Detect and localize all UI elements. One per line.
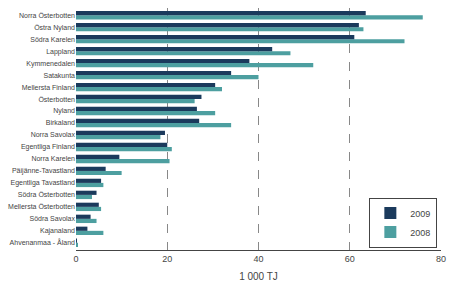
svg-text:40: 40 [253,254,263,264]
svg-text:Kajanaland: Kajanaland [40,227,75,235]
svg-text:1 000 TJ: 1 000 TJ [239,271,278,282]
svg-text:Ahvenanmaa - Åland: Ahvenanmaa - Åland [10,238,75,246]
svg-text:Norra Karelen: Norra Karelen [31,155,75,162]
svg-text:0: 0 [73,254,78,264]
svg-text:Nyland: Nyland [53,107,75,115]
svg-text:2009: 2009 [410,209,430,219]
svg-text:2008: 2008 [410,228,430,238]
svg-text:Norra Österbotten: Norra Österbotten [19,12,75,19]
svg-text:Satakunta: Satakunta [43,72,75,79]
svg-text:60: 60 [345,254,355,264]
svg-text:Egentliga Finland: Egentliga Finland [21,143,75,151]
svg-text:Norra Savolax: Norra Savolax [31,131,76,138]
svg-text:Södra Karelen: Södra Karelen [30,36,75,43]
svg-text:Lappland: Lappland [46,48,75,56]
svg-text:Södra Savolax: Södra Savolax [29,215,75,222]
svg-text:Mellersta Finland: Mellersta Finland [22,84,75,91]
svg-text:Päijänne-Tavastland: Päijänne-Tavastland [12,167,75,175]
svg-text:20: 20 [162,254,172,264]
svg-text:Södra Österbotten: Södra Österbotten [18,191,75,198]
svg-text:Mellersta Österbotten: Mellersta Österbotten [8,203,75,210]
svg-text:Birkaland: Birkaland [46,119,75,126]
svg-text:Österbotten: Österbotten [38,96,75,103]
svg-text:Östra Nyland: Östra Nyland [34,24,75,32]
svg-text:Kymmenedalen: Kymmenedalen [26,60,75,68]
svg-text:80: 80 [436,254,446,264]
svg-text:Egentliga Tavastland: Egentliga Tavastland [11,179,76,187]
